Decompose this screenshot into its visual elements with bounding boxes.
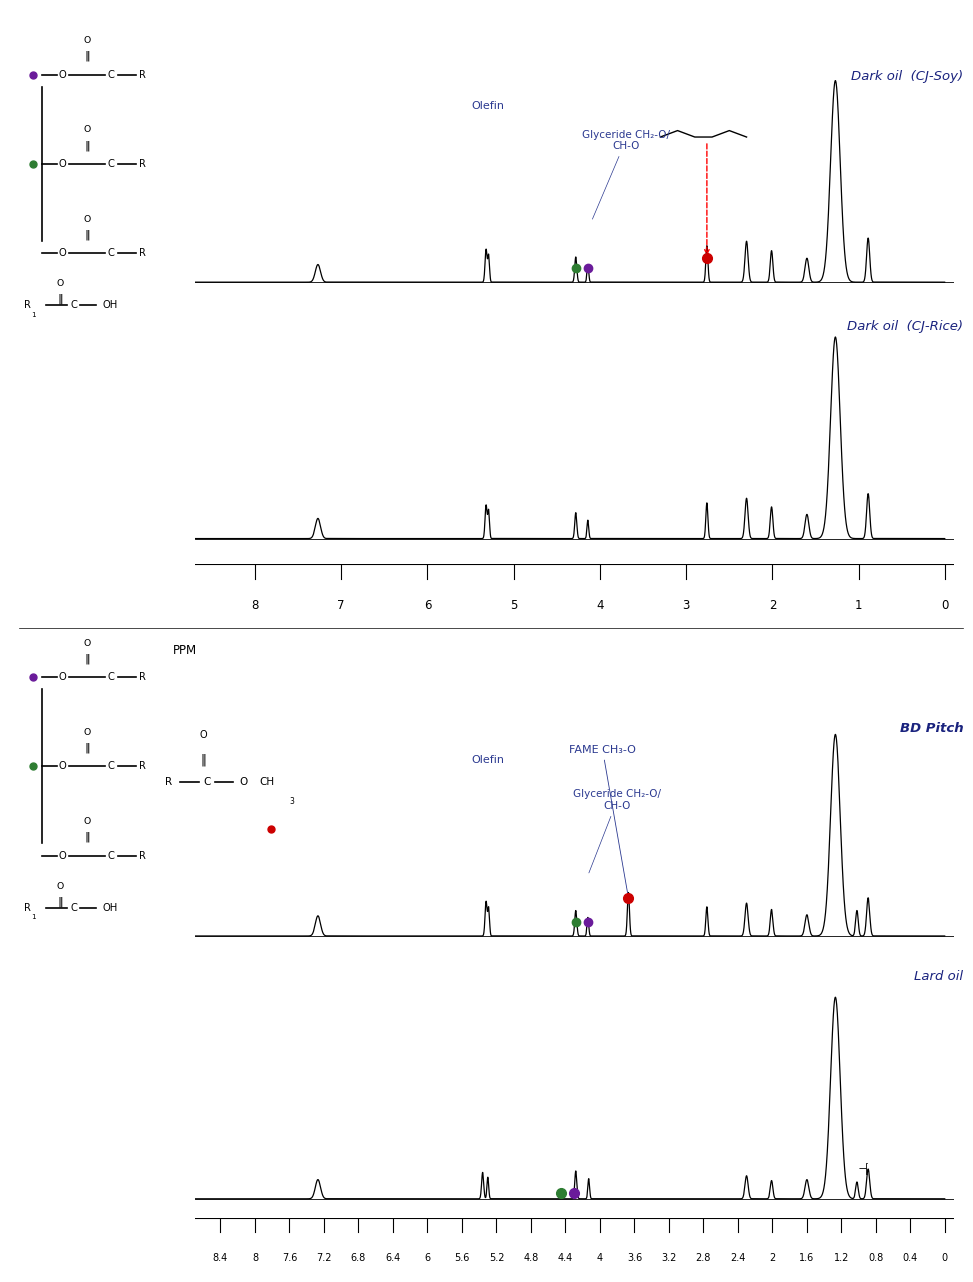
Text: C: C xyxy=(107,159,114,169)
Text: 8: 8 xyxy=(252,1254,258,1263)
Text: Olefin: Olefin xyxy=(471,101,504,110)
Text: 0.4: 0.4 xyxy=(903,1254,919,1263)
Text: PPM: PPM xyxy=(173,645,198,658)
Text: C: C xyxy=(70,903,77,913)
Text: Dark oil  (CJ-Rice): Dark oil (CJ-Rice) xyxy=(847,320,963,333)
Text: 1: 1 xyxy=(31,914,36,920)
Text: 0: 0 xyxy=(941,600,949,613)
Text: OH: OH xyxy=(102,903,118,913)
Text: O: O xyxy=(84,728,90,737)
Text: R: R xyxy=(139,672,146,682)
Text: R: R xyxy=(139,762,146,772)
Text: 4.4: 4.4 xyxy=(558,1254,573,1263)
Text: O: O xyxy=(56,279,64,288)
Text: ‖: ‖ xyxy=(85,51,90,62)
Text: R: R xyxy=(139,850,146,860)
Text: O: O xyxy=(58,159,66,169)
Text: O: O xyxy=(56,882,64,891)
Text: 3: 3 xyxy=(682,600,690,613)
Text: C: C xyxy=(107,672,114,682)
Text: 6: 6 xyxy=(424,1254,430,1263)
Text: ‖: ‖ xyxy=(85,140,90,150)
Text: ‖: ‖ xyxy=(57,294,63,304)
Text: O: O xyxy=(58,762,66,772)
Text: 6.4: 6.4 xyxy=(385,1254,401,1263)
Text: ‖: ‖ xyxy=(57,896,63,906)
Text: R: R xyxy=(139,69,146,79)
Text: O: O xyxy=(84,36,90,45)
Text: O: O xyxy=(84,638,90,647)
Text: 0.8: 0.8 xyxy=(868,1254,883,1263)
Text: O: O xyxy=(84,214,90,224)
Text: ‖: ‖ xyxy=(200,754,206,767)
Text: ‖: ‖ xyxy=(85,832,90,842)
Text: 3.6: 3.6 xyxy=(627,1254,642,1263)
Text: 2.8: 2.8 xyxy=(696,1254,711,1263)
Text: C: C xyxy=(204,777,211,787)
Text: ‖: ‖ xyxy=(85,742,90,753)
Text: 3.2: 3.2 xyxy=(662,1254,676,1263)
Text: C: C xyxy=(107,247,114,258)
Text: 1.6: 1.6 xyxy=(799,1254,814,1263)
Text: ‖: ‖ xyxy=(85,654,90,664)
Text: Dark oil  (CJ-Soy): Dark oil (CJ-Soy) xyxy=(851,71,963,83)
Text: C: C xyxy=(107,850,114,860)
Text: 5.6: 5.6 xyxy=(454,1254,470,1263)
Text: Glyceride CH₂-O/
CH-O: Glyceride CH₂-O/ CH-O xyxy=(573,790,662,873)
Text: R: R xyxy=(24,903,31,913)
Text: 1: 1 xyxy=(31,312,36,318)
Text: FAME CH₃-O: FAME CH₃-O xyxy=(569,745,636,895)
Text: C: C xyxy=(107,69,114,79)
Text: 4: 4 xyxy=(596,1254,603,1263)
Text: O: O xyxy=(58,69,66,79)
Text: CH: CH xyxy=(259,777,274,787)
Text: O: O xyxy=(239,777,247,787)
Text: 6.8: 6.8 xyxy=(351,1254,366,1263)
Text: R: R xyxy=(165,777,172,787)
Text: 7.2: 7.2 xyxy=(316,1254,332,1263)
Text: 6: 6 xyxy=(423,600,431,613)
Text: 2: 2 xyxy=(770,1254,775,1263)
Text: C: C xyxy=(107,762,114,772)
Text: 5: 5 xyxy=(510,600,518,613)
Text: O: O xyxy=(58,247,66,258)
Text: R: R xyxy=(139,247,146,258)
Text: O: O xyxy=(58,850,66,860)
Text: C: C xyxy=(70,300,77,310)
Text: O: O xyxy=(84,126,90,135)
Text: R: R xyxy=(139,159,146,169)
Text: 4: 4 xyxy=(596,600,603,613)
Text: BD Pitch: BD Pitch xyxy=(900,722,963,735)
Text: O: O xyxy=(58,672,66,682)
Text: R: R xyxy=(24,300,31,310)
Text: 3: 3 xyxy=(289,796,294,806)
Text: Lard oil: Lard oil xyxy=(915,970,963,983)
Text: 0: 0 xyxy=(942,1254,948,1263)
Text: 4.8: 4.8 xyxy=(523,1254,539,1263)
Text: O: O xyxy=(84,817,90,827)
Text: Olefin: Olefin xyxy=(471,755,504,764)
Text: 2.4: 2.4 xyxy=(731,1254,745,1263)
Text: 1: 1 xyxy=(855,600,862,613)
Text: Glyceride CH₂-O/
CH-O: Glyceride CH₂-O/ CH-O xyxy=(582,129,669,219)
Text: ‖: ‖ xyxy=(85,229,90,240)
Text: 2: 2 xyxy=(769,600,776,613)
Text: 1.2: 1.2 xyxy=(834,1254,849,1263)
Text: 8.4: 8.4 xyxy=(213,1254,228,1263)
Text: OH: OH xyxy=(102,300,118,310)
Text: 8: 8 xyxy=(251,600,259,613)
Text: 7: 7 xyxy=(338,600,345,613)
Text: O: O xyxy=(199,729,207,740)
Text: 5.2: 5.2 xyxy=(488,1254,504,1263)
Text: 7.6: 7.6 xyxy=(282,1254,297,1263)
